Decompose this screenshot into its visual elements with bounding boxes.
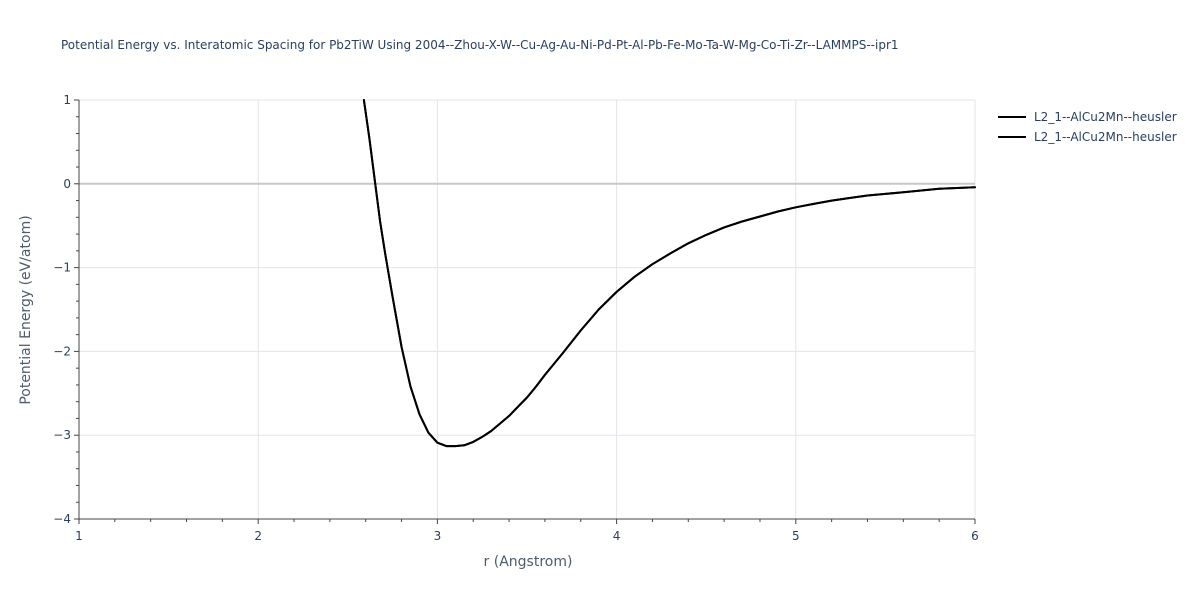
- y-tick-label: −3: [53, 428, 71, 442]
- legend-label: L2_1--AlCu2Mn--heusler: [1034, 130, 1177, 144]
- y-tick-label: −4: [53, 512, 71, 526]
- legend-label: L2_1--AlCu2Mn--heusler: [1034, 110, 1177, 124]
- legend-item[interactable]: L2_1--AlCu2Mn--heusler: [998, 127, 1177, 147]
- x-tick-label: 5: [792, 529, 800, 543]
- x-tick-label: 6: [971, 529, 979, 543]
- legend-swatch: [998, 116, 1026, 118]
- x-tick-label: 2: [254, 529, 262, 543]
- legend-item[interactable]: L2_1--AlCu2Mn--heusler: [998, 107, 1177, 127]
- legend-swatch: [998, 136, 1026, 138]
- plot-area[interactable]: [362, 99, 976, 448]
- y-tick-label: −1: [53, 261, 71, 275]
- x-tick-label: 4: [613, 529, 621, 543]
- chart-title: Potential Energy vs. Interatomic Spacing…: [61, 38, 899, 52]
- axes: [74, 99, 976, 524]
- x-tick-label: 1: [75, 529, 83, 543]
- x-tick-label: 3: [434, 529, 442, 543]
- y-tick-label: −2: [53, 344, 71, 358]
- tick-labels: 1 2 3 4 5 6 1 0 −1 −2 −3 −4: [53, 93, 979, 543]
- y-axis-label: Potential Energy (eV/atom): [18, 215, 34, 405]
- grid-lines: [79, 99, 976, 519]
- series-line: [362, 99, 976, 448]
- series-line: [362, 99, 976, 448]
- y-tick-label: 1: [63, 93, 71, 107]
- x-axis-label: r (Angstrom): [483, 554, 573, 570]
- y-tick-label: 0: [63, 177, 71, 191]
- legend: L2_1--AlCu2Mn--heusler L2_1--AlCu2Mn--he…: [998, 107, 1177, 147]
